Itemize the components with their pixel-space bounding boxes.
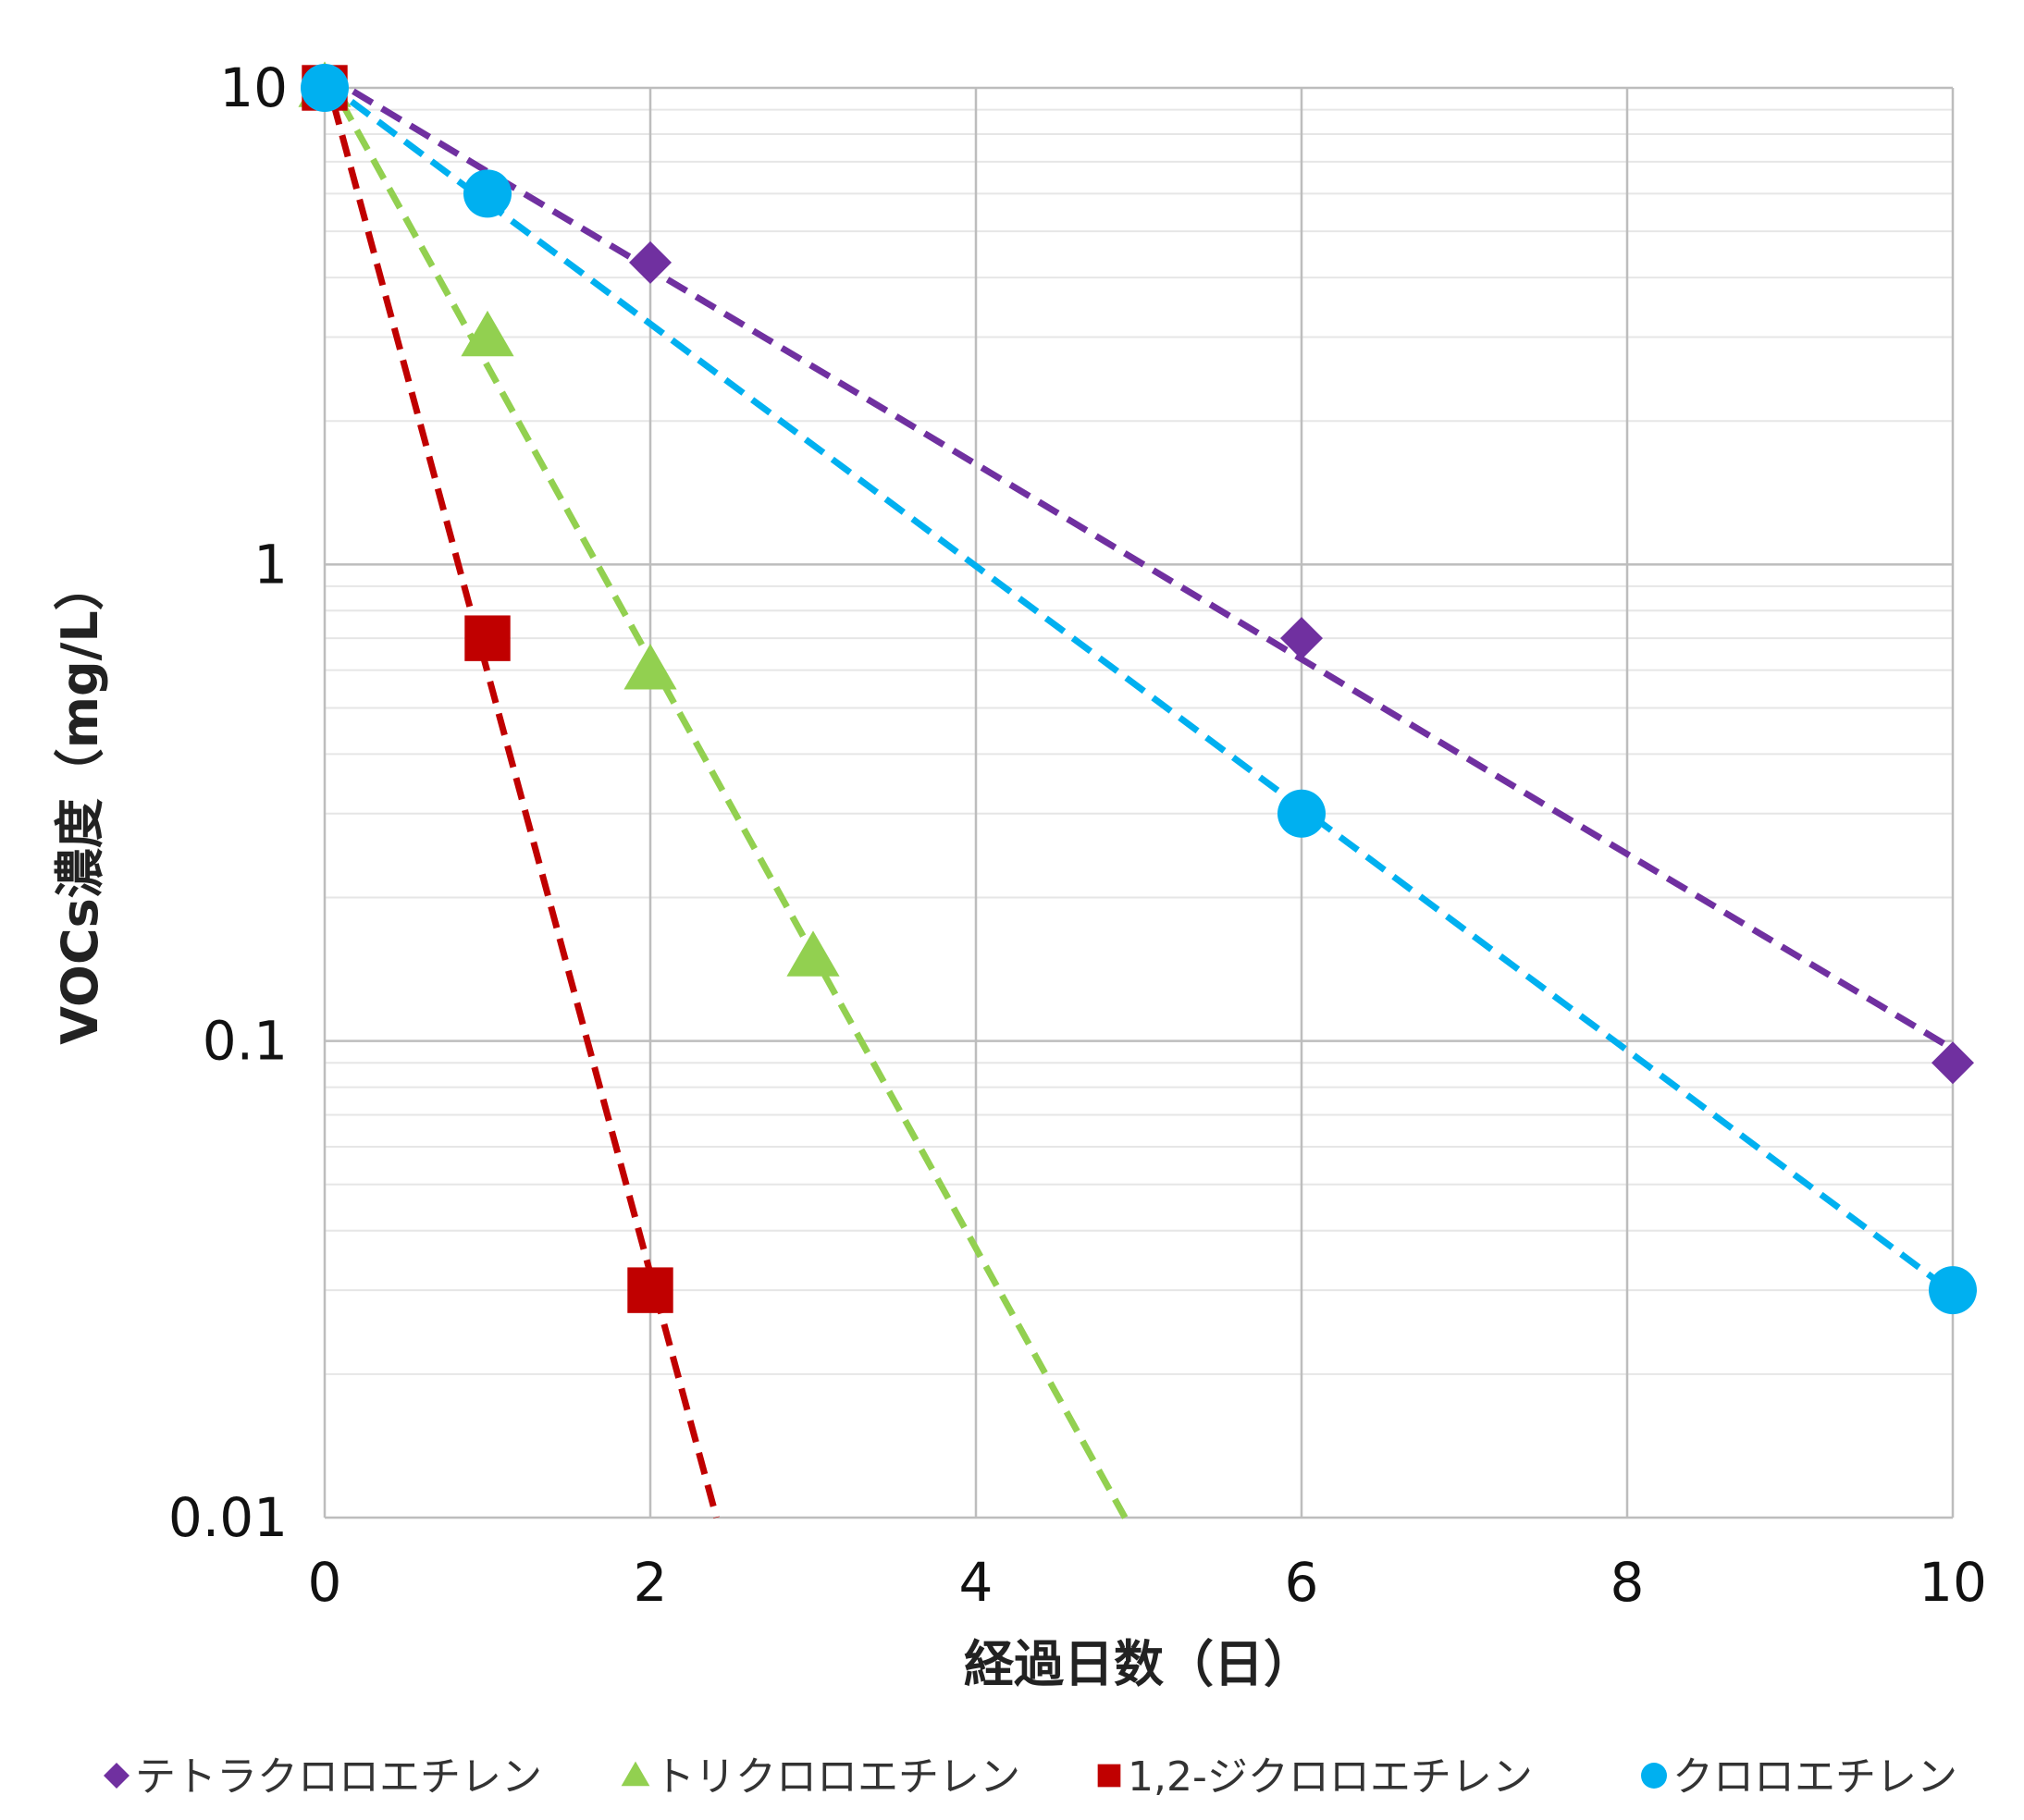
legend-item: 1,2-ジクロロエチレン [1097, 1753, 1533, 1801]
x-tick-label: 8 [1611, 1551, 1645, 1614]
trendline [322, 79, 1956, 1296]
x-tick-label: 10 [1919, 1551, 1987, 1614]
triangle-marker [461, 310, 514, 357]
trendline [323, 71, 1955, 1052]
y-tick-label: 1 [253, 533, 288, 596]
x-tick-label: 0 [308, 1551, 342, 1614]
square-marker [627, 1267, 673, 1313]
trendline [321, 70, 1129, 1519]
gridlines [323, 86, 1955, 1519]
legend-label: トリクロロエチレン [654, 1753, 1020, 1801]
circle-marker [301, 64, 349, 112]
legend-label: 1,2-ジクロロエチレン [1128, 1753, 1533, 1801]
triangle-marker [786, 930, 840, 977]
y-axis-title: VOCs濃度（mg/L） [51, 560, 109, 1045]
tick-labels: 0.01 0.1 1 10 0 2 4 6 8 10 [168, 56, 1987, 1614]
y-tick-label: 0.01 [168, 1486, 288, 1549]
circle-marker [1277, 789, 1326, 838]
legend-label: クロロエチレン [1672, 1753, 1957, 1801]
triangle-marker [623, 644, 677, 690]
diamond-marker [629, 240, 672, 284]
x-tick-label: 2 [634, 1551, 668, 1614]
diamond-marker [1931, 1041, 1974, 1085]
square-marker [464, 615, 511, 661]
circle-marker [1641, 1763, 1667, 1789]
circle-marker [463, 169, 512, 218]
y-tick-label: 10 [219, 56, 288, 119]
legend: テトラクロロエチレン トリクロロエチレン 1,2-ジクロロエチレン クロロエチレン [104, 1753, 1957, 1801]
diamond-marker [104, 1763, 130, 1789]
square-marker [1097, 1764, 1121, 1788]
y-tick-label: 0.1 [203, 1010, 288, 1073]
x-axis-title: 経過日数（日） [964, 1635, 1314, 1693]
circle-marker [1929, 1266, 1977, 1315]
legend-item: トリクロロエチレン [621, 1753, 1020, 1801]
x-tick-label: 6 [1285, 1551, 1319, 1614]
legend-item: クロロエチレン [1641, 1753, 1957, 1801]
data-points [298, 61, 1977, 1315]
triangle-marker [621, 1761, 650, 1787]
x-tick-label: 4 [959, 1551, 993, 1614]
legend-label: テトラクロロエチレン [135, 1753, 542, 1801]
trendlines [321, 69, 1956, 1519]
diamond-marker [1280, 617, 1323, 660]
legend-item: テトラクロロエチレン [104, 1753, 542, 1801]
